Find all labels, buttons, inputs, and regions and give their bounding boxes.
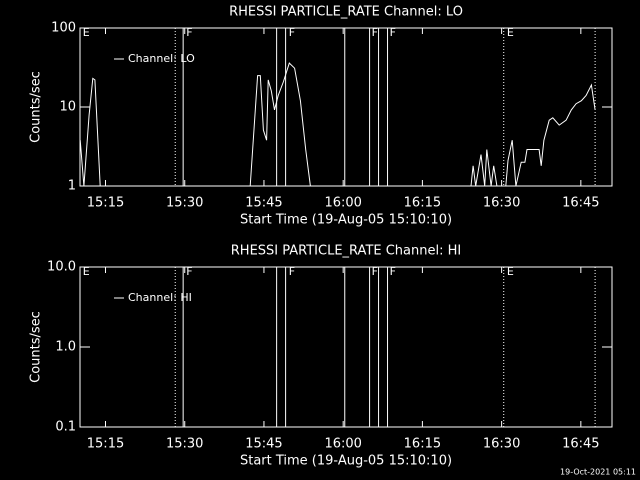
event-flag: E	[83, 26, 90, 39]
event-flag: E	[507, 265, 514, 278]
event-flag: F	[289, 26, 295, 39]
x-tick-label: 15:45	[245, 196, 282, 211]
x-tick-label: 16:45	[562, 196, 599, 211]
footer: 19-Oct-2021 05:11	[560, 468, 636, 477]
chart-title: RHESSI PARTICLE_RATE Channel: HI	[231, 244, 461, 259]
y-tick-label: 10.0	[47, 260, 76, 275]
y-tick-label: 1.0	[55, 340, 76, 355]
event-flag: E	[507, 26, 514, 39]
event-flag: F	[289, 265, 295, 278]
y-tick-label: 0.1	[55, 420, 76, 435]
y-axis-label: Counts/sec	[29, 311, 44, 383]
x-tick-label: 15:30	[166, 196, 203, 211]
legend-label: Channel: HI	[128, 291, 192, 304]
x-tick-label: 16:00	[324, 196, 361, 211]
x-tick-label: 16:30	[483, 437, 520, 452]
x-tick-label: 15:15	[87, 437, 124, 452]
event-flag: F	[372, 265, 378, 278]
x-tick-label: 15:15	[87, 196, 124, 211]
chart-title: RHESSI PARTICLE_RATE Channel: LO	[229, 5, 463, 20]
event-flag: F	[390, 26, 396, 39]
x-tick-label: 16:30	[483, 196, 520, 211]
y-axis-label: Counts/sec	[29, 71, 44, 143]
x-tick-label: 16:00	[324, 437, 361, 452]
event-flag: F	[186, 265, 192, 278]
data-line	[79, 62, 596, 187]
y-tick-label: 1	[68, 179, 76, 194]
x-axis-label: Start Time (19-Aug-05 15:10:10)	[240, 213, 452, 228]
legend-label: Channel: LO	[128, 52, 195, 65]
x-tick-label: 16:45	[562, 437, 599, 452]
x-tick-label: 15:30	[166, 437, 203, 452]
x-tick-label: 15:45	[245, 437, 282, 452]
event-flag: F	[186, 26, 192, 39]
event-flag: F	[390, 265, 396, 278]
event-flag: E	[83, 265, 90, 278]
y-tick-label: 10	[59, 100, 76, 115]
x-tick-label: 16:15	[404, 196, 441, 211]
x-tick-label: 16:15	[404, 437, 441, 452]
event-flag: F	[372, 26, 378, 39]
y-tick-label: 100	[51, 21, 76, 36]
x-axis-label: Start Time (19-Aug-05 15:10:10)	[240, 454, 452, 469]
